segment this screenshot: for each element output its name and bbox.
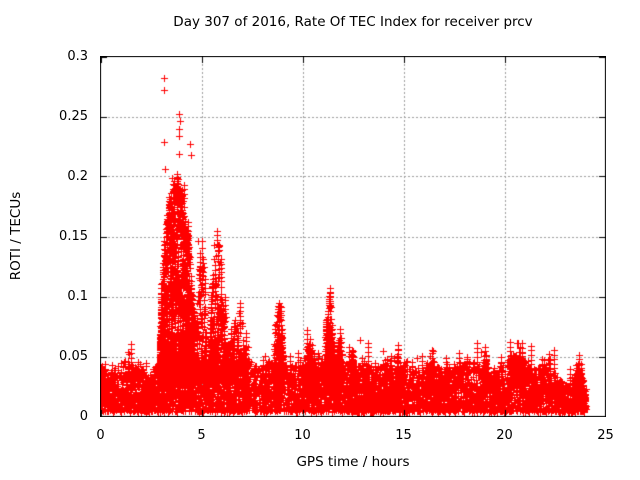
x-tick-label: 5 <box>197 428 206 443</box>
y-axis-label: ROTI / TECUs <box>8 191 24 281</box>
plot-canvas <box>100 56 606 417</box>
x-tick-label: 25 <box>597 428 614 443</box>
x-tick-label: 0 <box>96 428 105 443</box>
y-tick-label: 0.15 <box>59 228 88 244</box>
x-axis-label: GPS time / hours <box>296 454 410 470</box>
x-tick-label: 10 <box>294 428 311 443</box>
x-tick-label: 20 <box>496 428 513 443</box>
chart-title: Day 307 of 2016, Rate Of TEC Index for r… <box>173 14 533 30</box>
y-tick-label: 0 <box>79 408 88 424</box>
x-tick-label: 15 <box>395 428 412 443</box>
y-tick-label: 0.05 <box>59 348 88 364</box>
y-tick-label: 0.2 <box>67 168 88 184</box>
y-tick-label: 0.1 <box>67 288 88 304</box>
y-tick-label: 0.25 <box>59 108 88 124</box>
y-tick-label: 0.3 <box>67 48 88 64</box>
